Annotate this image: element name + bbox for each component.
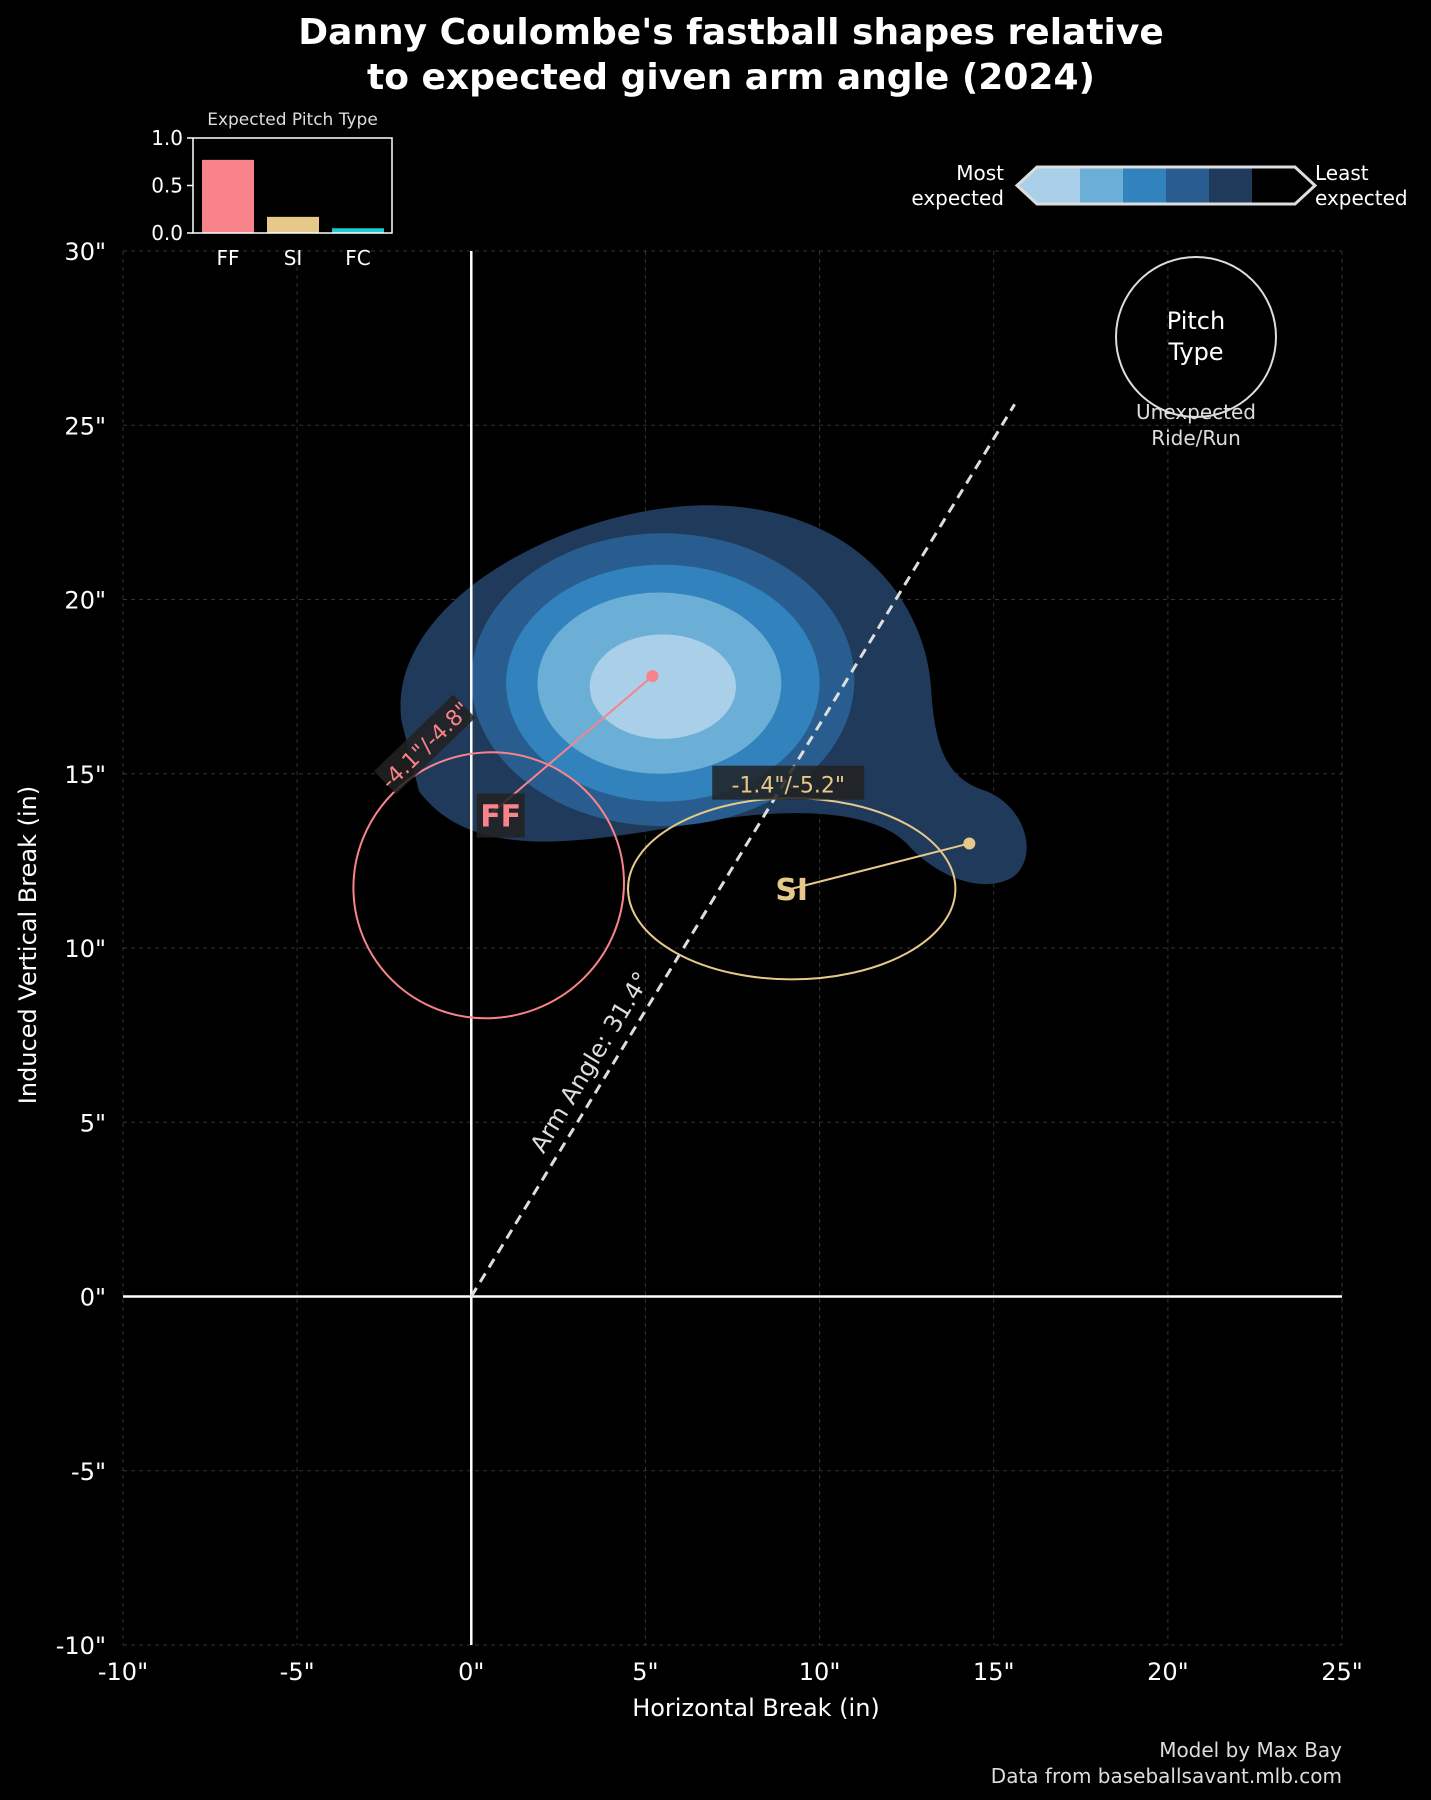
x-tick-label: 15" bbox=[973, 1658, 1015, 1686]
legend-swatch bbox=[1037, 167, 1081, 204]
x-tick-label: 20" bbox=[1147, 1658, 1189, 1686]
contour-level-5 bbox=[589, 634, 736, 739]
chart-title: Danny Coulombe's fastball shapes relativ… bbox=[298, 12, 1164, 98]
key-circle-line-2: Type bbox=[1167, 338, 1223, 366]
legend-swatch bbox=[1209, 167, 1253, 204]
inset-x-tick-label: FF bbox=[216, 246, 239, 270]
expected-point-FF bbox=[646, 670, 659, 683]
inset-x-tick-label: SI bbox=[284, 246, 303, 270]
axis-zero-lines bbox=[123, 251, 1342, 1645]
pitch-type-key: Pitch Type Unexpected Ride/Run bbox=[1115, 256, 1277, 450]
legend-swatch bbox=[1166, 167, 1210, 204]
inset-bar-FC bbox=[332, 228, 384, 233]
legend-outline bbox=[1014, 165, 1318, 206]
pitch-connector-SI bbox=[791, 842, 970, 890]
grid bbox=[122, 250, 1343, 1646]
title-line-1: Danny Coulombe's fastball shapes relativ… bbox=[298, 12, 1164, 53]
arm-angle-line bbox=[470, 403, 1016, 1298]
y-tick-label: 0" bbox=[80, 1284, 106, 1312]
inset-title: Expected Pitch Type bbox=[207, 110, 378, 130]
expected-density-contours bbox=[400, 505, 1027, 885]
axis-tick-labels: -10" -5" 0" 5" 10" 15" 20" 25" -10" -5" 0" 5" 10" 15"… bbox=[56, 238, 1363, 1686]
y-axis-label: Induced Vertical Break (in) bbox=[14, 786, 42, 1104]
inset-y-tick-label: 1.0 bbox=[151, 126, 183, 150]
legend-most-line-1: Most bbox=[956, 161, 1004, 185]
diff-label-bg-SI bbox=[712, 765, 865, 800]
arm-angle-label: Arm Angle: 31.4° bbox=[525, 967, 656, 1158]
footer-credit: Model by Max Bay bbox=[1159, 1738, 1342, 1762]
legend-most-line-2: expected bbox=[911, 186, 1004, 210]
x-tick-label: 25" bbox=[1321, 1658, 1363, 1686]
y-tick-label: 30" bbox=[64, 238, 106, 266]
x-tick-label: -5" bbox=[280, 1658, 315, 1686]
footer-source: Data from baseballsavant.mlb.com bbox=[991, 1764, 1342, 1788]
pitch-connector-FF bbox=[488, 675, 654, 817]
expected-pitch-type-inset: Expected Pitch Type FF SI FC 0.0 0.5 1.0 bbox=[151, 110, 393, 270]
inset-y-tick-label: 0.5 bbox=[151, 174, 183, 198]
legend-swatch bbox=[1252, 167, 1296, 204]
legend-swatch bbox=[1123, 167, 1167, 204]
inset-y-tick-label: 0.0 bbox=[151, 221, 183, 245]
y-tick-label: 5" bbox=[80, 1109, 106, 1137]
x-tick-label: 5" bbox=[632, 1658, 658, 1686]
pitch-label-bg-FF bbox=[476, 793, 525, 838]
inset-bar-FF bbox=[202, 159, 254, 233]
y-tick-label: -5" bbox=[71, 1458, 106, 1486]
diff-label-SI: -1.4"/-5.2" bbox=[731, 774, 845, 799]
legend-arrow-left bbox=[1017, 167, 1037, 204]
y-tick-label: -10" bbox=[56, 1632, 106, 1660]
key-circle bbox=[1115, 256, 1277, 418]
x-axis-label: Horizontal Break (in) bbox=[632, 1694, 880, 1722]
inset-bar-SI bbox=[267, 216, 319, 233]
x-tick-label: 10" bbox=[799, 1658, 841, 1686]
pitch-label-SI: SI bbox=[775, 873, 808, 908]
key-below-line-1: Unexpected bbox=[1136, 400, 1256, 424]
y-tick-label: 15" bbox=[64, 761, 106, 789]
diff-label-bg-FF bbox=[373, 694, 476, 795]
x-tick-label: 0" bbox=[458, 1658, 484, 1686]
legend-least-line-1: Least bbox=[1315, 161, 1369, 185]
legend-arrow-right bbox=[1295, 167, 1315, 204]
expected-point-SI bbox=[963, 837, 976, 850]
inset-x-tick-label: FC bbox=[345, 246, 370, 270]
x-tick-label: -10" bbox=[98, 1658, 148, 1686]
pitch-ellipse-FF bbox=[352, 751, 625, 1020]
pitch-label-FF: FF bbox=[480, 800, 521, 835]
key-below-line-2: Ride/Run bbox=[1151, 426, 1241, 450]
y-tick-label: 25" bbox=[64, 412, 106, 440]
legend-swatch bbox=[1080, 167, 1124, 204]
legend-least-line-2: expected bbox=[1315, 186, 1408, 210]
y-tick-label: 10" bbox=[64, 935, 106, 963]
title-line-2: to expected given arm angle (2024) bbox=[367, 57, 1095, 98]
key-circle-line-1: Pitch bbox=[1167, 307, 1225, 335]
y-tick-label: 20" bbox=[64, 587, 106, 615]
